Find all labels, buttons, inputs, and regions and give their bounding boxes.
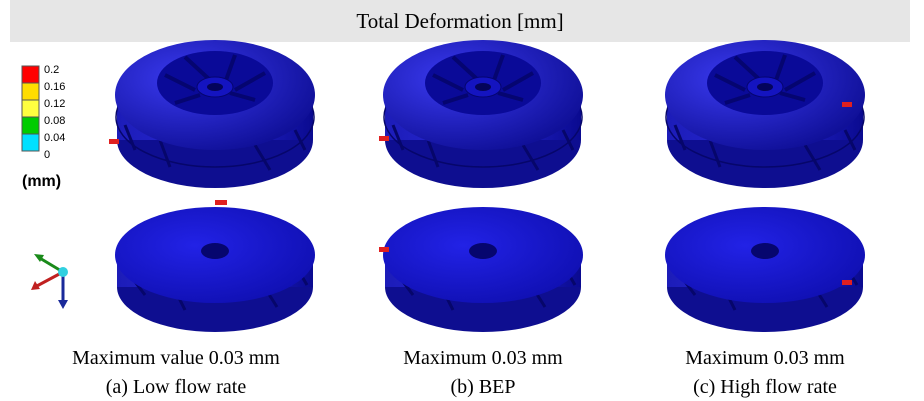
max-marker	[379, 136, 389, 141]
legend-swatch	[21, 65, 40, 84]
legend-tick-label: 0.08	[44, 115, 65, 127]
legend-unit: (mm)	[22, 173, 61, 190]
figure-title: Total Deformation [mm]	[356, 9, 563, 33]
legend-tick-label: 0.16	[44, 81, 65, 93]
panel-caption: (c) High flow rate	[693, 376, 837, 398]
legend-tick-label: 0.12	[44, 98, 65, 110]
panel-caption: (a) Low flow rate	[106, 376, 247, 398]
legend-swatch	[21, 82, 40, 101]
legend-tick-label: 0.04	[44, 132, 65, 144]
max-label: Maximum 0.03 mm	[403, 347, 563, 369]
max-marker	[379, 247, 389, 252]
legend-swatch	[21, 133, 40, 152]
legend-tick-label: 0	[44, 149, 50, 161]
legend-tick-label: 0.2	[44, 64, 59, 76]
panel-caption: (b) BEP	[451, 376, 516, 398]
max-label: Maximum value 0.03 mm	[72, 347, 280, 369]
legend-swatch	[21, 116, 40, 135]
legend-frame	[21, 133, 40, 152]
impeller-images	[109, 38, 867, 334]
max-marker	[842, 102, 852, 107]
max-marker	[842, 280, 852, 285]
max-marker	[215, 200, 227, 205]
max-marker	[109, 139, 119, 144]
legend	[21, 65, 40, 152]
legend-swatch	[21, 99, 40, 118]
max-label: Maximum 0.03 mm	[685, 347, 845, 369]
axis-triad	[31, 254, 68, 309]
title-bar	[10, 0, 910, 42]
